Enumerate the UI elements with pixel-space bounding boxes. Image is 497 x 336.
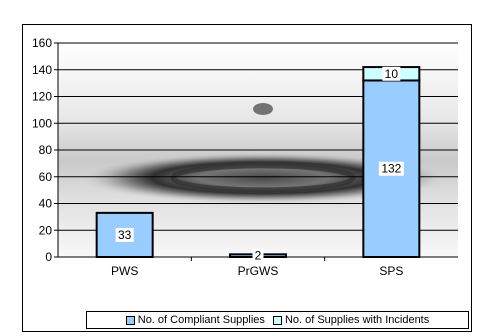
data-label-bg: [252, 248, 264, 263]
y-tick-label: 160: [32, 36, 52, 50]
data-labels: 33 2 132 10: [115, 66, 404, 263]
x-tick-label: PrGWS: [238, 264, 279, 278]
data-label-bg: [378, 161, 404, 176]
data-label-bg: [382, 66, 401, 81]
y-tick-label: 80: [39, 143, 53, 157]
x-axis-ticks: PWS PrGWS SPS: [111, 257, 403, 278]
x-tick-label: PWS: [111, 264, 138, 278]
ripple-background: [78, 151, 448, 204]
data-label: 2: [255, 249, 262, 263]
ripple-ring: [170, 163, 356, 193]
data-label: 132: [381, 162, 401, 176]
y-tick-label: 20: [39, 223, 53, 237]
data-label: 10: [385, 67, 399, 81]
legend-item: No. of Compliant Supplies: [125, 314, 265, 326]
data-label-bg: [115, 227, 134, 242]
water-drop: [253, 103, 273, 115]
x-tick-label: SPS: [379, 264, 403, 278]
y-tick-label: 120: [32, 90, 52, 104]
legend: No. of Compliant Supplies No. of Supplies…: [86, 311, 469, 329]
y-tick-label: 100: [32, 116, 52, 130]
legend-swatch: [272, 315, 282, 325]
legend-item: No. of Supplies with Incidents: [272, 314, 430, 326]
data-label: 33: [118, 228, 132, 242]
legend-swatch: [125, 315, 135, 325]
y-tick-label: 140: [32, 63, 52, 77]
legend-label: No. of Compliant Supplies: [137, 314, 265, 326]
y-axis-ticks: 0 20 40 60 80 100 120 140 160: [32, 36, 58, 264]
y-tick-label: 40: [39, 197, 53, 211]
y-tick-label: 60: [39, 170, 53, 184]
legend-label: No. of Supplies with Incidents: [284, 314, 430, 326]
y-tick-label: 0: [45, 250, 52, 264]
